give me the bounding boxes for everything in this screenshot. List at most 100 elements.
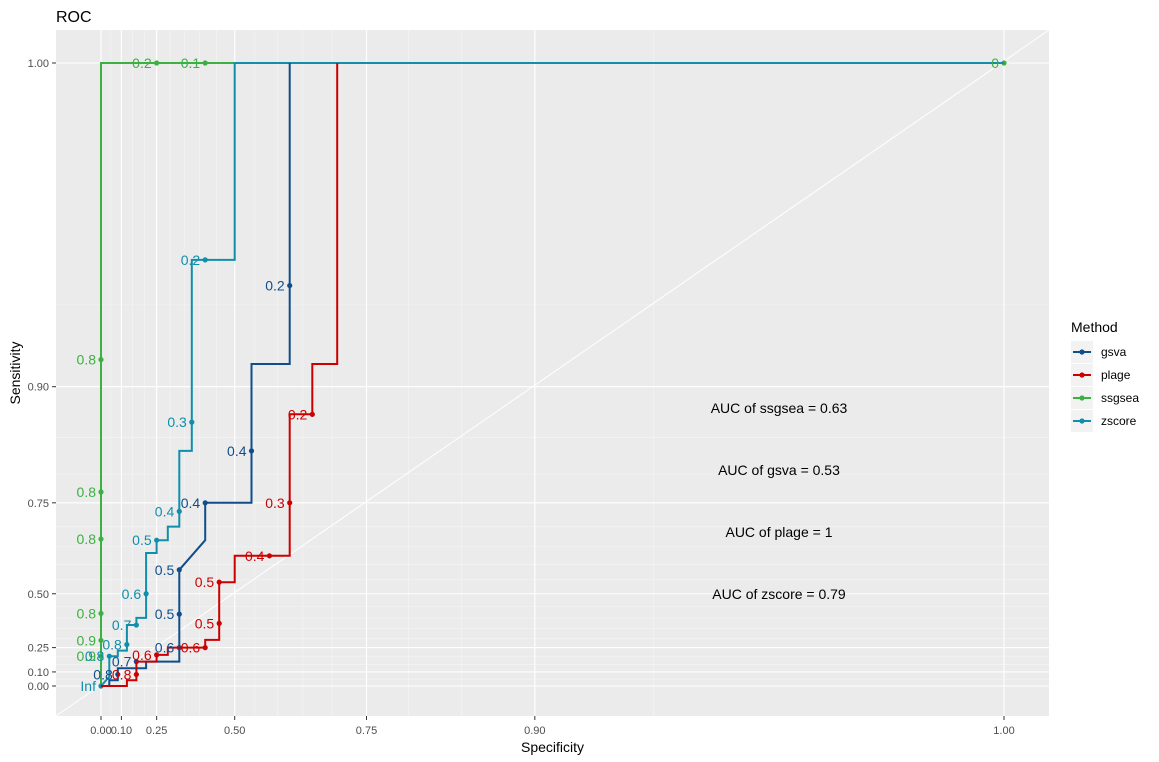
point-label-zscore: 0.3: [167, 414, 187, 430]
point-zscore: [176, 508, 182, 514]
point-label-ssgsea: 0.2: [132, 55, 152, 71]
point-ssgsea: [98, 357, 104, 363]
point-zscore: [124, 641, 130, 648]
point-plage: [154, 652, 160, 658]
legend: Method gsva plage ssgsea zscore: [1071, 319, 1139, 432]
point-label-gsva: 0.2: [265, 278, 285, 294]
x-axis-title: Specificity: [521, 739, 584, 755]
point-label-ssgsea: 0.8: [77, 352, 97, 368]
x-tick-label: 0.10: [111, 725, 132, 737]
point-zscore: [143, 591, 149, 597]
point-plage: [216, 620, 222, 626]
point-ssgsea: [202, 60, 208, 66]
point-gsva: [115, 671, 121, 678]
point-label-gsva: 0.8: [93, 666, 113, 682]
point-plage: [266, 553, 273, 559]
point-label-ssgsea: 0.8: [77, 484, 97, 500]
point-ssgsea: [98, 637, 104, 643]
series-line-gsva: [101, 63, 291, 687]
point-zscore: [189, 419, 195, 425]
point-zscore: [202, 257, 208, 263]
y-tick-label: 0.50: [28, 589, 49, 601]
legend-label-ssgsea: ssgsea: [1101, 391, 1139, 405]
legend-key-point-ssgsea: [1079, 395, 1085, 401]
diagonal-line: [55, 29, 1050, 717]
x-tick-label: 0.50: [224, 725, 245, 737]
point-label-plage: 0.6: [132, 647, 152, 663]
point-label-gsva: 0.7: [112, 654, 132, 670]
legend-key-point-plage: [1079, 372, 1085, 378]
y-axis: 0.00 0.10 0.25 0.50 0.75 0.90 1.00: [28, 58, 56, 693]
point-label-gsva: 0.4: [227, 443, 247, 459]
point-zscore: [133, 622, 139, 628]
x-tick-label: 0.00: [90, 725, 111, 737]
series-layer: [98, 60, 1007, 689]
point-gsva: [202, 500, 208, 506]
point-label-plage: 0.6: [181, 640, 201, 656]
legend-title: Method: [1071, 319, 1118, 335]
y-tick-label: 0.25: [28, 643, 49, 655]
legend-label-zscore: zscore: [1101, 414, 1137, 428]
point-label-plage: 0.2: [288, 406, 308, 422]
point-plage: [202, 645, 208, 651]
diagonal-reference: [55, 29, 1050, 717]
y-tick-label: 0.10: [28, 667, 49, 679]
y-tick-label: 0.75: [28, 498, 49, 510]
y-tick-label: 1.00: [28, 58, 49, 70]
point-label-zscore: 0.8: [85, 648, 105, 664]
point-plage: [133, 671, 139, 678]
point-plage: [309, 411, 315, 417]
point-label-zscore: Inf: [80, 678, 96, 694]
point-label-zscore: 0.8: [102, 637, 122, 653]
legend-label-gsva: gsva: [1101, 345, 1127, 359]
point-label-zscore: 0.4: [155, 503, 175, 519]
point-gsva: [287, 282, 293, 289]
point-label-gsva: 0.4: [181, 495, 201, 511]
point-ssgsea: [98, 536, 104, 542]
point-gsva: [176, 611, 182, 617]
point-ssgsea: [154, 60, 160, 66]
point-ssgsea: [98, 653, 104, 659]
point-label-ssgsea: 0.9: [77, 648, 97, 664]
point-label-zscore: 0.2: [181, 252, 201, 268]
legend-key-point-gsva: [1079, 349, 1085, 355]
point-zscore: [154, 537, 160, 543]
grid: [56, 30, 1049, 716]
point-gsva: [176, 567, 182, 573]
point-label-ssgsea: 0.8: [77, 531, 97, 547]
point-label-plage: 0.5: [195, 574, 215, 590]
point-label-ssgsea: 0.9: [77, 632, 97, 648]
point-plage: [287, 500, 293, 506]
point-plage: [216, 579, 222, 585]
y-tick-label: 0.90: [28, 382, 49, 394]
point-label-plage: 0.3: [265, 495, 285, 511]
y-axis-title: Sensitivity: [7, 341, 23, 404]
point-zscore: [106, 653, 112, 659]
point-label-ssgsea: 0.8: [77, 605, 97, 621]
x-tick-label: 1.00: [993, 725, 1014, 737]
point-label-plage: 0.8: [112, 666, 132, 682]
auc-annotation: AUC of ssgsea = 0.63: [711, 400, 848, 416]
point-label-plage: 0.4: [245, 548, 265, 564]
legend-label-plage: plage: [1101, 368, 1131, 382]
point-labels: 0.90.90.80.80.80.80.2 0.1 0Inf0.80.80.70.6…: [77, 55, 1000, 694]
point-label-ssgsea: 0.1: [181, 55, 201, 71]
point-label-gsva: 0.5: [155, 606, 175, 622]
auc-annotations: AUC of ssgsea = 0.63 AUC of gsva = 0.53 AU…: [711, 400, 848, 602]
point-label-plage: 0.5: [195, 615, 215, 631]
x-tick-label: 0.90: [524, 725, 545, 737]
point-ssgsea: [98, 489, 104, 495]
x-axis: 0.000.10 0.25 0.50 0.75 0.90 1.00: [90, 716, 1015, 737]
point-label-gsva: 0.5: [155, 562, 175, 578]
point-label-ssgsea: 0: [991, 55, 999, 71]
x-tick-label: 0.75: [356, 725, 377, 737]
auc-annotation: AUC of zscore = 0.79: [712, 586, 846, 602]
auc-annotation: AUC of plage = 1: [725, 524, 832, 540]
point-label-zscore: 0.7: [112, 617, 132, 633]
point-gsva: [248, 448, 255, 454]
point-label-zscore: 0.6: [122, 586, 142, 602]
point-label-gsva: 0.6: [155, 640, 175, 656]
y-tick-label: 0.00: [28, 681, 49, 693]
legend-key-point-zscore: [1079, 418, 1085, 424]
